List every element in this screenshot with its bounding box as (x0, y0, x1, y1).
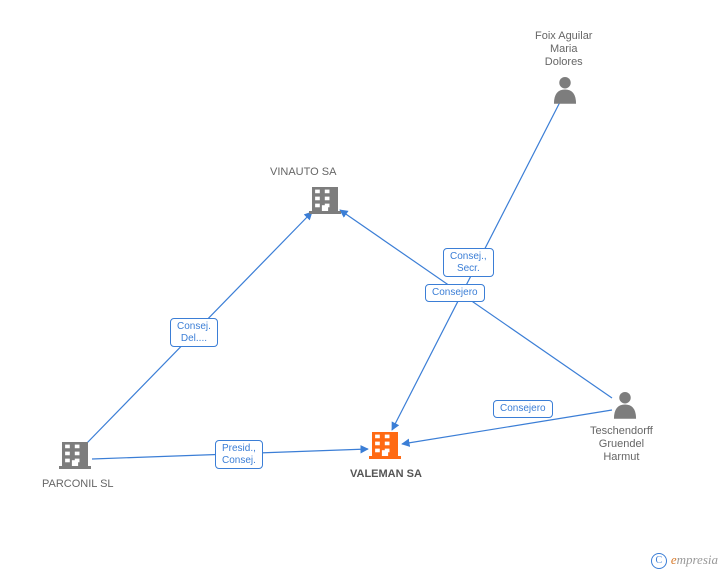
person-icon[interactable] (614, 392, 636, 419)
edge-label: Consej., Secr. (443, 248, 494, 277)
watermark-rest: mpresia (677, 552, 718, 567)
node-label: VINAUTO SA (270, 166, 336, 179)
node-label: PARCONIL SL (42, 478, 114, 491)
person-icon[interactable] (554, 77, 576, 104)
edge-label: Consejero (493, 400, 553, 418)
node-label: Foix Aguilar Maria Dolores (535, 30, 592, 70)
company-icon[interactable] (309, 187, 341, 214)
company-icon[interactable] (369, 432, 401, 459)
edge-label: Consejero (425, 284, 485, 302)
node-label: VALEMAN SA (350, 468, 422, 481)
edge (340, 210, 612, 398)
watermark: Cempresia (651, 552, 718, 569)
company-icon[interactable] (59, 442, 91, 469)
copyright-icon: C (651, 553, 667, 569)
node-label: Teschendorff Gruendel Harmut (590, 425, 653, 465)
edge-label: Presid., Consej. (215, 440, 263, 469)
edge-label: Consej. Del.... (170, 318, 218, 347)
